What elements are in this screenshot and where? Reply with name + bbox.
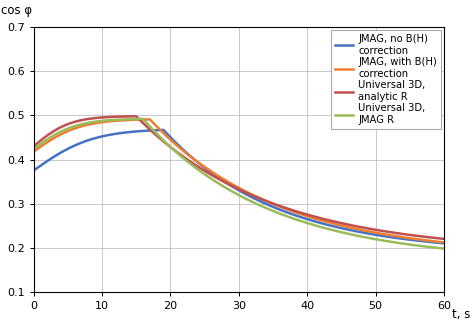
Universal 3D,
JMAG R — [212, 179, 218, 183]
Universal 3D,
analytic R — [197, 166, 203, 170]
JMAG, no B(H)
correction — [351, 229, 357, 233]
Universal 3D,
JMAG R — [441, 247, 447, 250]
Universal 3D,
JMAG R — [140, 117, 146, 121]
JMAG, no B(H)
correction — [313, 220, 319, 224]
Line: Universal 3D,
JMAG R: Universal 3D, JMAG R — [34, 119, 444, 249]
JMAG, no B(H)
correction — [212, 173, 218, 177]
JMAG, no B(H)
correction — [359, 230, 365, 234]
Universal 3D,
JMAG R — [359, 235, 365, 238]
JMAG, no B(H)
correction — [441, 241, 447, 245]
Line: Universal 3D,
analytic R: Universal 3D, analytic R — [34, 116, 444, 239]
JMAG, with B(H)
correction — [197, 162, 203, 166]
Legend: JMAG, no B(H)
correction, JMAG, with B(H)
correction, Universal 3D,
analytic R, : JMAG, no B(H) correction, JMAG, with B(H… — [331, 30, 441, 129]
JMAG, with B(H)
correction — [212, 172, 218, 176]
Universal 3D,
analytic R — [359, 225, 365, 229]
Universal 3D,
JMAG R — [73, 124, 78, 128]
Line: JMAG, with B(H)
correction: JMAG, with B(H) correction — [34, 119, 444, 242]
Universal 3D,
analytic R — [73, 120, 78, 123]
Universal 3D,
analytic R — [133, 114, 139, 118]
Universal 3D,
analytic R — [313, 215, 319, 219]
Universal 3D,
analytic R — [351, 224, 357, 228]
Universal 3D,
JMAG R — [313, 224, 319, 227]
Universal 3D,
analytic R — [31, 144, 36, 148]
JMAG, with B(H)
correction — [313, 217, 319, 221]
Universal 3D,
JMAG R — [197, 169, 203, 173]
Universal 3D,
analytic R — [212, 175, 218, 179]
Universal 3D,
JMAG R — [31, 147, 36, 151]
JMAG, with B(H)
correction — [441, 240, 447, 244]
JMAG, with B(H)
correction — [351, 226, 357, 230]
JMAG, no B(H)
correction — [73, 143, 78, 147]
JMAG, no B(H)
correction — [161, 128, 166, 132]
JMAG, with B(H)
correction — [147, 117, 153, 121]
Universal 3D,
JMAG R — [351, 233, 357, 237]
JMAG, with B(H)
correction — [31, 150, 36, 154]
Text: t, s: t, s — [452, 308, 471, 321]
Line: JMAG, no B(H)
correction: JMAG, no B(H) correction — [34, 130, 444, 243]
Text: cos φ: cos φ — [0, 4, 32, 17]
Universal 3D,
analytic R — [441, 237, 447, 241]
JMAG, no B(H)
correction — [197, 162, 203, 166]
JMAG, with B(H)
correction — [73, 126, 78, 130]
JMAG, no B(H)
correction — [31, 168, 36, 172]
JMAG, with B(H)
correction — [359, 228, 365, 232]
